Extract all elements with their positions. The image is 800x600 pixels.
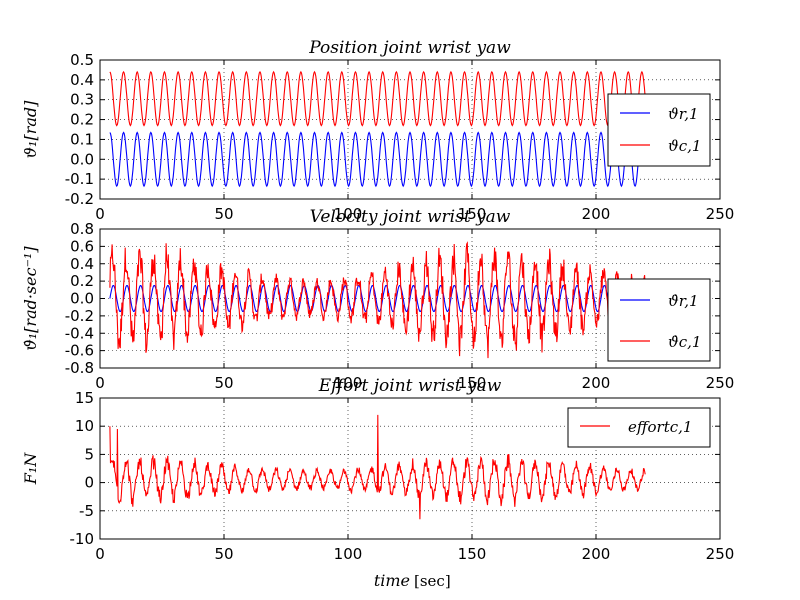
- legend-box: [567, 407, 711, 448]
- x-tick-label: 0: [95, 545, 105, 563]
- axes-frame: [99, 59, 721, 200]
- chart-title: Effort joint wrist yaw: [318, 376, 502, 396]
- y-tick-label: -0.1: [65, 170, 94, 188]
- y-axis-label: ϑ₁[rad]: [21, 100, 40, 159]
- y-tick-label: 0.1: [70, 130, 94, 148]
- legend-label: ϑ̇r,1: [668, 292, 699, 310]
- x-tick-label: 0: [95, 205, 105, 223]
- series-line-1: [109, 414, 646, 520]
- x-axis-unit: [sec]: [414, 572, 451, 590]
- y-tick-label: 0.4: [70, 71, 94, 89]
- legend-label: ϑr,1: [668, 105, 699, 123]
- y-tick-label: 0.0: [70, 150, 94, 168]
- chart-title: Position joint wrist yaw: [308, 38, 511, 58]
- x-tick-label: 250: [706, 205, 735, 223]
- panel-3: 0 50 100 150 200 250 -10 -5 0 5 10 15 Effort joint w…: [21, 376, 734, 563]
- panel-1: 0 50 100 150 200 250 -0.2 -0.1 0.0 0.10.2 0.3 0.4 0.…: [21, 38, 734, 223]
- legend-box: [607, 278, 711, 362]
- x-tick-label: 150: [458, 374, 487, 392]
- x-axis-label: time: [374, 571, 410, 590]
- y-tick-label: 0.8: [70, 220, 94, 238]
- x-tick-label: 100: [334, 545, 363, 563]
- chart-title: Velocity joint wrist yaw: [310, 207, 511, 227]
- y-tick-label: 0.3: [70, 91, 94, 109]
- y-tick-label: -5: [79, 502, 94, 520]
- x-tick-label: 250: [706, 374, 735, 392]
- y-tick-label: -0.8: [65, 359, 94, 377]
- y-tick-label: 10: [75, 417, 94, 435]
- y-axis-label: F₁N: [21, 452, 40, 486]
- y-tick-label: 0.2: [70, 111, 94, 129]
- y-tick-label: 0.6: [70, 237, 94, 255]
- x-tick-label: 50: [214, 205, 233, 223]
- x-tick-label: 150: [458, 205, 487, 223]
- y-tick-label: 0.0: [70, 290, 94, 308]
- y-tick-label: -0.4: [65, 324, 94, 342]
- series-line-2: [109, 70, 647, 127]
- y-tick-label: -10: [70, 530, 95, 548]
- legend-label: ϑ̇c,1: [668, 333, 701, 351]
- y-tick-label: 15: [75, 389, 94, 407]
- series-line-2: [109, 241, 646, 359]
- x-tick-label: 100: [334, 205, 363, 223]
- y-tick-label: 0.5: [70, 51, 94, 69]
- panels: 0 50 100 150 200 250-0.2-0.10.00.10.20.30.40.…: [21, 38, 734, 563]
- y-tick-label: 0: [84, 474, 94, 492]
- x-tick-label: 50: [214, 545, 233, 563]
- x-tick-label: 200: [582, 545, 611, 563]
- y-tick-label: 0.2: [70, 272, 94, 290]
- legend-box: [607, 93, 711, 167]
- y-tick-label: 0.4: [70, 255, 94, 273]
- x-tick-label: 200: [582, 374, 611, 392]
- x-tick-label: 200: [582, 205, 611, 223]
- series-line-1: [109, 131, 647, 188]
- x-tick-label: 250: [706, 545, 735, 563]
- y-tick-label: 5: [84, 445, 94, 463]
- series-line-1: [109, 285, 646, 312]
- x-tick-label: 0: [95, 374, 105, 392]
- y-tick-label: -0.6: [65, 342, 94, 360]
- legend-label: ϑc,1: [668, 137, 701, 155]
- y-tick-label: -0.2: [65, 307, 94, 325]
- legend-label: effortc,1: [628, 418, 692, 436]
- x-tick-label: 150: [458, 545, 487, 563]
- y-axis-label: ϑ̇₁[rad·sec⁻¹]: [21, 246, 40, 351]
- panel-2: 0 50 100 150 200 250 -0.8-0.6-0.4-0.20.00.20.4…: [21, 207, 734, 392]
- y-tick-label: -0.2: [65, 190, 94, 208]
- x-tick-label: 50: [214, 374, 233, 392]
- axes-frame: [99, 397, 721, 540]
- x-tick-label: 100: [334, 374, 363, 392]
